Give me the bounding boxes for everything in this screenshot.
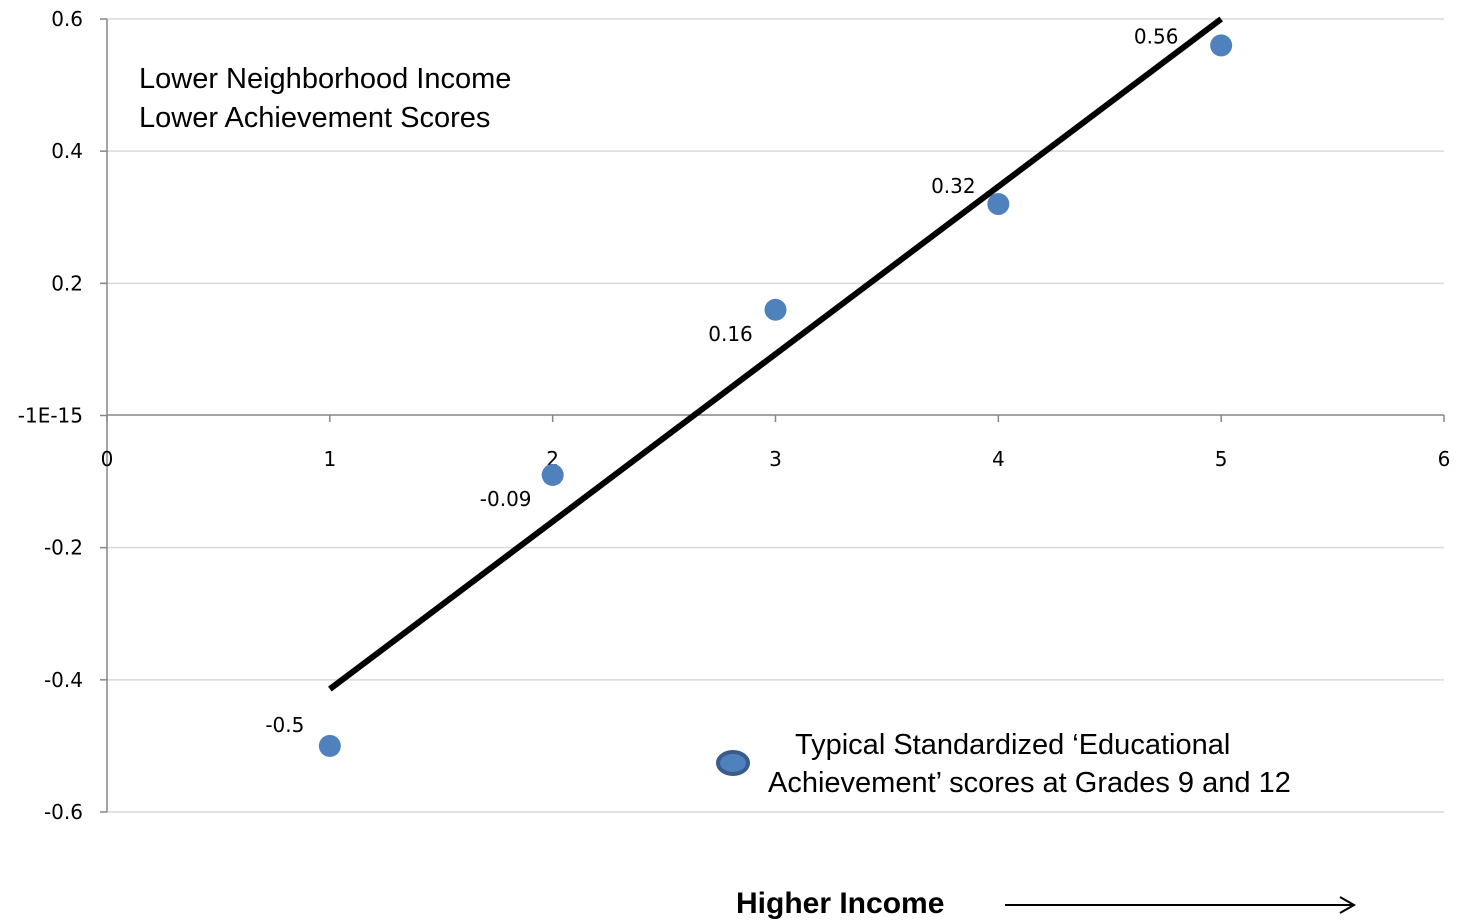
trend-layer bbox=[328, 16, 1223, 692]
legend-text-line-1: Typical Standardized ‘Educational bbox=[795, 729, 1230, 761]
data-label: 0.16 bbox=[708, 322, 753, 346]
x-tick-label: 4 bbox=[992, 447, 1005, 471]
trendline bbox=[328, 16, 1223, 692]
x-axis-label: Higher Income bbox=[736, 887, 944, 920]
y-tick-label: 0.4 bbox=[51, 139, 83, 163]
label-layer: -0.5 -0.09 0.16 0.32 0.56 bbox=[265, 24, 1178, 736]
x-axis-arrow bbox=[1005, 896, 1357, 914]
data-label: -0.5 bbox=[265, 713, 304, 737]
x-tick-label: 1 bbox=[323, 447, 336, 471]
data-point bbox=[764, 298, 787, 321]
y-tick-label: -0.2 bbox=[44, 536, 83, 560]
y-tick-label: -0.4 bbox=[44, 668, 83, 692]
y-tick-label: 0.2 bbox=[51, 271, 83, 295]
x-tick-label: 6 bbox=[1438, 447, 1451, 471]
y-tick-label: -1E-15 bbox=[18, 404, 83, 428]
y-tick-label: 0.6 bbox=[51, 7, 83, 31]
data-label: -0.09 bbox=[480, 487, 532, 511]
x-tick-label: 5 bbox=[1215, 447, 1228, 471]
point-layer bbox=[318, 34, 1233, 757]
x-axis-arrow-head bbox=[1339, 896, 1357, 914]
axis-layer: 0.60.40.2-1E-15-0.2-0.4-0.60 1 2 3 4 5 6 bbox=[18, 7, 1451, 824]
data-point bbox=[987, 193, 1010, 216]
x-tick-label: 3 bbox=[769, 447, 782, 471]
legend: Typical Standardized ‘Educational Achiev… bbox=[716, 729, 1291, 799]
data-point bbox=[1210, 34, 1233, 57]
annotation-line-1: Lower Neighborhood Income bbox=[139, 63, 511, 95]
data-point bbox=[541, 463, 564, 486]
annotation-line-2: Lower Achievement Scores bbox=[139, 102, 490, 134]
legend-marker bbox=[716, 750, 750, 776]
data-label: 0.32 bbox=[931, 174, 976, 198]
legend-text-line-2: Achievement’ scores at Grades 9 and 12 bbox=[768, 767, 1291, 799]
data-point bbox=[318, 734, 341, 757]
x-tick-label: 0 bbox=[101, 447, 114, 471]
y-tick-label: -0.6 bbox=[44, 800, 83, 824]
data-label: 0.56 bbox=[1134, 24, 1179, 48]
